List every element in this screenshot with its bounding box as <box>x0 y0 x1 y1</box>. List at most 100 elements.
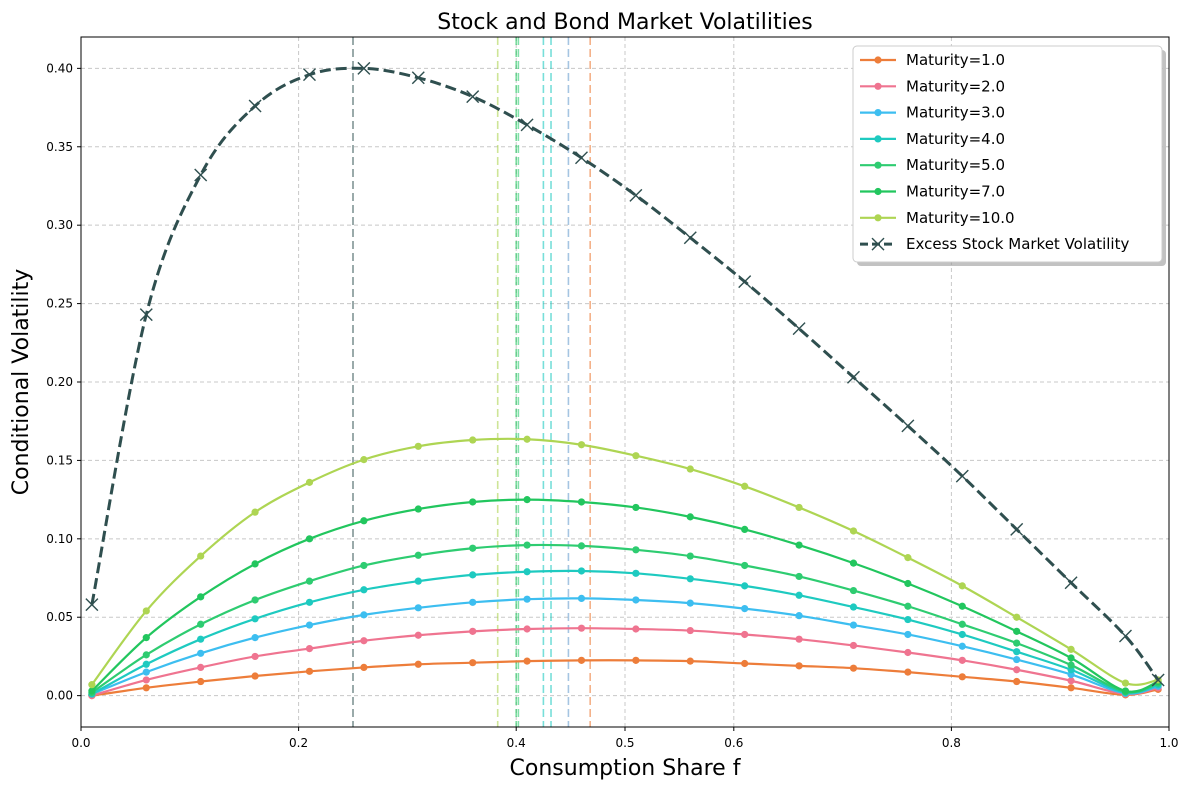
data-point <box>904 602 912 610</box>
legend-items: Maturity=1.0 Maturity=2.0 Maturity=3.0 Matu… <box>860 51 1129 253</box>
data-point <box>958 602 966 610</box>
data-point <box>523 496 531 504</box>
data-point <box>795 612 803 620</box>
data-point <box>142 660 150 668</box>
data-point <box>520 118 534 132</box>
data-point <box>632 569 640 577</box>
data-point <box>686 599 694 607</box>
data-point <box>414 442 422 450</box>
x-tick-label: 0.2 <box>289 736 308 750</box>
data-point <box>248 99 262 113</box>
chart-title: Stock and Bond Market Volatilities <box>437 10 812 35</box>
series-3 <box>88 567 1162 698</box>
data-point <box>958 630 966 639</box>
data-point <box>360 517 368 525</box>
x-axis-label: Consumption Share f <box>510 756 742 781</box>
data-point <box>1067 677 1075 685</box>
legend-box <box>852 45 1163 263</box>
data-point <box>577 656 586 664</box>
data-point <box>142 634 150 642</box>
x-tick-label: 0.8 <box>942 736 961 750</box>
data-point <box>741 482 749 490</box>
data-point <box>686 657 694 665</box>
y-tick-label: 0.05 <box>46 610 73 624</box>
legend-item: Maturity=1.0 <box>860 51 1005 69</box>
data-point <box>197 663 205 672</box>
data-point <box>523 541 531 549</box>
data-point <box>577 567 586 575</box>
data-point <box>197 552 205 560</box>
data-point <box>795 662 803 670</box>
data-point <box>197 620 205 628</box>
data-point <box>305 621 314 629</box>
data-point <box>577 624 586 632</box>
data-point <box>955 469 969 483</box>
data-point <box>469 436 477 444</box>
data-point <box>197 635 205 643</box>
data-point <box>85 598 99 612</box>
data-point <box>1013 627 1021 635</box>
data-point <box>523 568 531 576</box>
data-point <box>741 630 749 639</box>
data-point <box>741 659 749 668</box>
legend-marker <box>874 214 882 222</box>
data-point <box>1013 639 1021 647</box>
legend-label: Maturity=2.0 <box>906 77 1005 95</box>
series-6 <box>88 435 1162 689</box>
data-point <box>469 571 477 579</box>
data-point <box>414 505 422 513</box>
data-point <box>469 627 477 635</box>
data-point <box>251 652 259 661</box>
legend-label: Maturity=1.0 <box>906 51 1005 69</box>
data-point <box>197 649 205 657</box>
data-point <box>414 631 422 639</box>
data-point <box>686 552 694 560</box>
data-point <box>1013 655 1021 664</box>
data-point <box>577 542 586 550</box>
data-point <box>305 667 314 675</box>
data-point <box>305 535 314 543</box>
y-tick-label: 0.35 <box>46 140 73 154</box>
x-axis-ticks: 0.0 0.2 0.4 0.5 0.6 0.8 1.0 <box>71 727 1179 750</box>
data-point <box>305 478 314 486</box>
data-point <box>632 625 640 633</box>
data-point <box>142 684 150 692</box>
data-point <box>958 642 966 650</box>
x-tick-label: 0.0 <box>71 736 90 750</box>
data-point <box>251 672 259 680</box>
data-point <box>251 508 259 516</box>
data-point <box>414 660 422 668</box>
legend-label: Maturity=4.0 <box>906 130 1005 148</box>
data-point <box>414 604 422 612</box>
data-point <box>632 546 640 554</box>
data-point <box>302 68 316 82</box>
data-point <box>795 591 803 599</box>
data-point <box>142 668 150 676</box>
x-tick-label: 1.0 <box>1159 736 1178 750</box>
data-point <box>1064 576 1078 590</box>
data-point <box>251 596 259 604</box>
data-point <box>523 625 531 633</box>
data-point <box>194 168 208 182</box>
series-5 <box>88 496 1162 695</box>
data-point <box>1013 648 1021 656</box>
data-point <box>251 615 259 623</box>
data-point <box>577 498 586 506</box>
data-point <box>904 615 912 624</box>
data-point <box>251 560 259 568</box>
data-point <box>469 659 477 667</box>
data-point <box>741 561 749 570</box>
y-tick-label: 0.20 <box>46 375 73 389</box>
data-point <box>360 663 368 672</box>
data-point <box>88 687 96 695</box>
data-point <box>360 637 368 645</box>
data-point <box>792 322 806 336</box>
legend-item: Maturity=4.0 <box>860 130 1005 148</box>
data-point <box>686 626 694 635</box>
data-point <box>849 586 858 595</box>
data-point <box>411 71 425 85</box>
data-point <box>741 582 749 590</box>
data-point <box>469 498 477 506</box>
data-point <box>849 621 858 629</box>
data-point <box>1013 666 1021 674</box>
